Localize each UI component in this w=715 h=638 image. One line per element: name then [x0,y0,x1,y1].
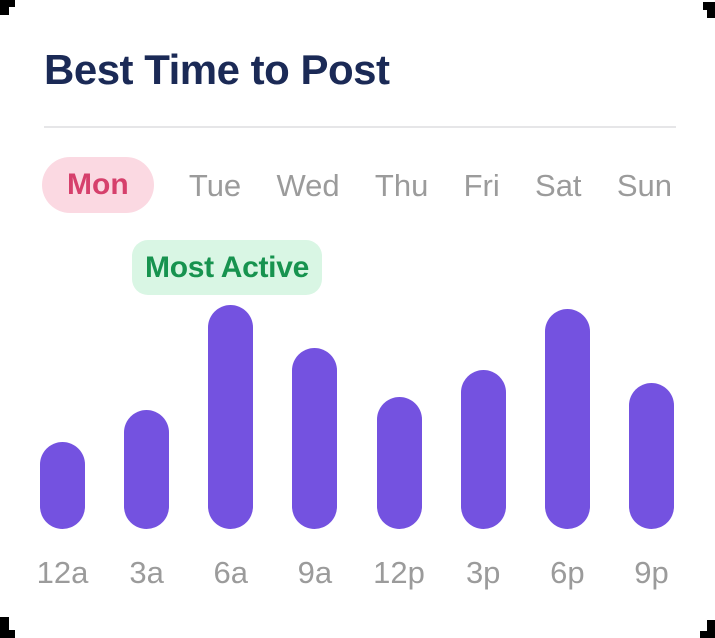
bar-6p [544,309,590,529]
tab-thu[interactable]: Thu [374,167,429,203]
bar-12a [40,442,85,529]
divider [44,126,676,128]
bar-9p [628,383,674,529]
most-active-badge: Most Active [132,240,322,295]
bar-12p [376,397,422,529]
day-tabs: Mon Tue Wed Thu Fri Sat Sun [42,156,672,214]
tab-tue[interactable]: Tue [188,167,242,203]
tab-fri[interactable]: Fri [463,167,500,203]
hour-label-12a: 12a [36,555,89,590]
hour-label-3a: 3a [129,555,164,590]
tab-sat[interactable]: Sat [535,167,582,203]
hour-label-9p: 9p [634,555,669,590]
hour-label-6p: 6p [550,555,585,590]
bar-9a [292,348,338,529]
tab-mon[interactable]: Mon [42,157,154,213]
tab-wed[interactable]: Wed [276,167,340,203]
hour-label-9a: 9a [297,555,333,590]
hour-label-12p: 12p [373,555,425,590]
tab-sun[interactable]: Sun [616,167,672,203]
bar-3a [124,410,170,529]
bar-6a [208,305,254,529]
hour-label-6a: 6a [213,555,248,590]
hour-label-3p: 3p [465,555,501,590]
page-title: Best Time to Post [44,46,390,93]
bar-3p [460,370,506,529]
